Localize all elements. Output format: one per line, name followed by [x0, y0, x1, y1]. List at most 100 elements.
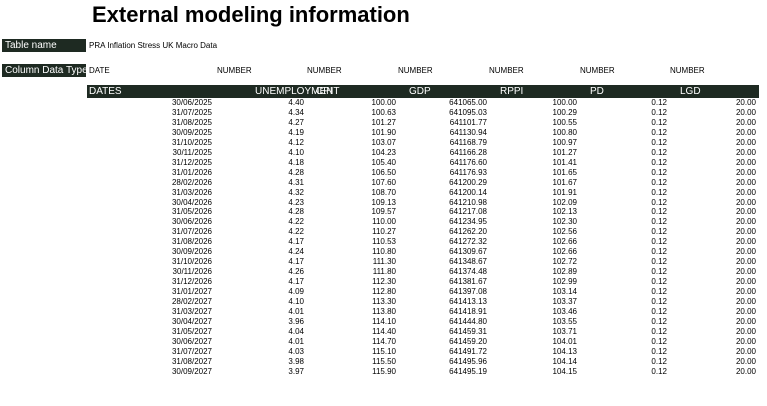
- cell-lgd[interactable]: 20.00: [735, 356, 756, 366]
- cell-rppi[interactable]: 101.91: [552, 187, 577, 197]
- cell-date[interactable]: 31/10/2025: [171, 137, 212, 147]
- cell-unemployment[interactable]: 3.98: [288, 356, 304, 366]
- cell-rppi[interactable]: 103.14: [552, 287, 577, 297]
- cell-pd[interactable]: 0.12: [651, 98, 667, 107]
- cell-pd[interactable]: 0.12: [651, 157, 667, 167]
- column-type-pd[interactable]: NUMBER: [580, 66, 615, 75]
- cell-rppi[interactable]: 101.67: [552, 177, 577, 187]
- cell-pd[interactable]: 0.12: [651, 316, 667, 326]
- cell-date[interactable]: 31/10/2026: [171, 257, 212, 267]
- cell-rppi[interactable]: 102.56: [552, 227, 577, 237]
- cell-gdp[interactable]: 641272.32: [449, 237, 487, 247]
- cell-pd[interactable]: 0.12: [651, 187, 667, 197]
- cell-lgd[interactable]: 20.00: [735, 217, 756, 227]
- cell-date[interactable]: 30/11/2026: [172, 267, 212, 277]
- cell-cpi[interactable]: 113.80: [372, 307, 396, 317]
- cell-pd[interactable]: 0.12: [651, 336, 667, 346]
- cell-cpi[interactable]: 111.30: [372, 257, 396, 267]
- column-type-dates[interactable]: DATE: [89, 66, 110, 75]
- cell-pd[interactable]: 0.12: [651, 277, 667, 287]
- cell-lgd[interactable]: 20.00: [735, 287, 756, 297]
- header-unemployment[interactable]: UNEMPLOYMENT: [215, 85, 339, 98]
- cell-rppi[interactable]: 104.13: [552, 346, 577, 356]
- cell-date[interactable]: 30/09/2025: [171, 127, 212, 137]
- cell-unemployment[interactable]: 4.17: [288, 237, 304, 247]
- cell-rppi[interactable]: 102.72: [552, 257, 577, 267]
- cell-cpi[interactable]: 112.30: [372, 277, 396, 287]
- cell-lgd[interactable]: 20.00: [735, 297, 756, 307]
- table-name-value[interactable]: PRA Inflation Stress UK Macro Data: [89, 41, 218, 50]
- cell-unemployment[interactable]: 4.22: [288, 227, 304, 237]
- cell-date[interactable]: 30/06/2026: [171, 217, 212, 227]
- cell-lgd[interactable]: 20.00: [735, 207, 756, 217]
- cell-unemployment[interactable]: 4.28: [288, 207, 304, 217]
- cell-gdp[interactable]: 641217.08: [449, 207, 487, 217]
- cell-unemployment[interactable]: 4.28: [288, 167, 304, 177]
- cell-date[interactable]: 28/02/2027: [171, 297, 212, 307]
- cell-lgd[interactable]: 20.00: [735, 137, 756, 147]
- cell-cpi[interactable]: 114.40: [372, 326, 396, 336]
- cell-pd[interactable]: 0.12: [651, 197, 667, 207]
- cell-gdp[interactable]: 641095.03: [449, 107, 487, 117]
- cell-rppi[interactable]: 102.89: [552, 267, 577, 277]
- cell-date[interactable]: 28/02/2026: [171, 177, 212, 187]
- cell-cpi[interactable]: 105.40: [371, 157, 396, 167]
- cell-gdp[interactable]: 641130.94: [449, 127, 487, 137]
- cell-gdp[interactable]: 641176.93: [449, 167, 487, 177]
- cell-gdp[interactable]: 641374.48: [449, 267, 487, 277]
- cell-unemployment[interactable]: 4.10: [288, 297, 304, 307]
- cell-cpi[interactable]: 104.23: [371, 147, 396, 157]
- cell-lgd[interactable]: 20.00: [735, 257, 756, 267]
- cell-lgd[interactable]: 20.00: [735, 107, 756, 117]
- cell-lgd[interactable]: 20.00: [735, 227, 756, 237]
- cell-pd[interactable]: 0.12: [651, 237, 667, 247]
- cell-rppi[interactable]: 103.71: [552, 326, 577, 336]
- cell-date[interactable]: 30/09/2027: [171, 366, 212, 376]
- cell-cpi[interactable]: 100.00: [371, 98, 396, 107]
- cell-date[interactable]: 31/08/2026: [171, 237, 212, 247]
- cell-unemployment[interactable]: 4.10: [288, 147, 304, 157]
- cell-unemployment[interactable]: 4.01: [288, 307, 304, 317]
- cell-gdp[interactable]: 641176.60: [449, 157, 487, 167]
- cell-date[interactable]: 30/04/2026: [171, 197, 212, 207]
- cell-unemployment[interactable]: 4.40: [288, 98, 304, 107]
- cell-unemployment[interactable]: 4.01: [288, 336, 304, 346]
- cell-unemployment[interactable]: 4.04: [288, 326, 304, 336]
- cell-gdp[interactable]: 641065.00: [449, 98, 487, 107]
- cell-unemployment[interactable]: 4.26: [288, 267, 304, 277]
- cell-lgd[interactable]: 20.00: [735, 187, 756, 197]
- cell-rppi[interactable]: 101.65: [552, 167, 577, 177]
- header-dates[interactable]: DATES: [87, 85, 215, 98]
- header-rppi[interactable]: RPPI: [490, 85, 580, 98]
- cell-gdp[interactable]: 641381.67: [449, 277, 487, 287]
- cell-pd[interactable]: 0.12: [651, 326, 667, 336]
- cell-lgd[interactable]: 20.00: [735, 336, 756, 346]
- cell-lgd[interactable]: 20.00: [735, 326, 756, 336]
- cell-gdp[interactable]: 641200.14: [449, 187, 487, 197]
- cell-unemployment[interactable]: 4.12: [288, 137, 304, 147]
- cell-gdp[interactable]: 641495.19: [449, 366, 487, 376]
- cell-cpi[interactable]: 115.10: [372, 346, 396, 356]
- cell-rppi[interactable]: 100.55: [552, 117, 577, 127]
- cell-gdp[interactable]: 641262.20: [449, 227, 487, 237]
- cell-date[interactable]: 31/12/2026: [171, 277, 212, 287]
- column-type-unemployment[interactable]: NUMBER: [217, 66, 252, 75]
- cell-date[interactable]: 31/07/2027: [171, 346, 212, 356]
- cell-pd[interactable]: 0.12: [651, 257, 667, 267]
- cell-cpi[interactable]: 110.27: [372, 227, 396, 237]
- header-cpi[interactable]: CPI: [307, 85, 399, 98]
- cell-pd[interactable]: 0.12: [651, 227, 667, 237]
- cell-lgd[interactable]: 20.00: [735, 346, 756, 356]
- cell-rppi[interactable]: 100.00: [552, 98, 577, 107]
- cell-cpi[interactable]: 115.50: [372, 356, 396, 366]
- cell-pd[interactable]: 0.12: [651, 366, 667, 376]
- cell-rppi[interactable]: 100.97: [552, 137, 577, 147]
- cell-pd[interactable]: 0.12: [651, 147, 667, 157]
- cell-pd[interactable]: 0.12: [651, 287, 667, 297]
- cell-gdp[interactable]: 641309.67: [449, 247, 487, 257]
- cell-gdp[interactable]: 641348.67: [449, 257, 487, 267]
- cell-rppi[interactable]: 104.01: [552, 336, 577, 346]
- cell-lgd[interactable]: 20.00: [735, 307, 756, 317]
- cell-date[interactable]: 31/05/2027: [171, 326, 212, 336]
- cell-rppi[interactable]: 102.66: [552, 237, 577, 247]
